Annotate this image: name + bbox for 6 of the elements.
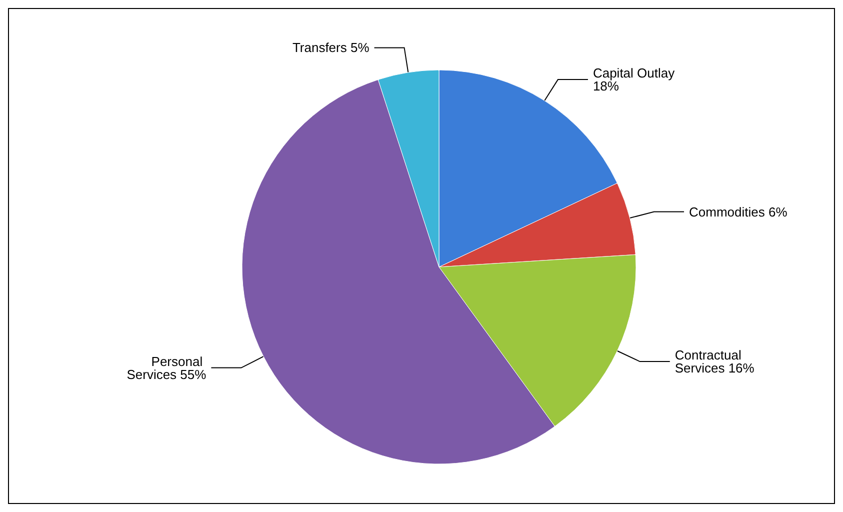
slice-label: Commodities 6%: [689, 204, 788, 220]
data-label: 18%: [592, 78, 620, 94]
slice-label: Transfers 5%: [292, 40, 370, 56]
slice-label: Capital Outlay: [592, 66, 678, 81]
slice-label: Contractual Services 16%: [674, 348, 755, 376]
slice-label: Personal Services 55%: [126, 354, 207, 382]
